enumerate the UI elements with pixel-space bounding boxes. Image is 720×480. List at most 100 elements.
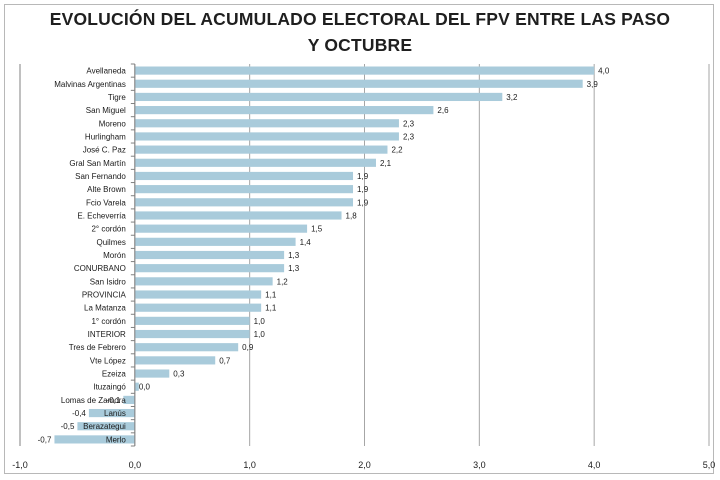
bar <box>134 185 354 194</box>
value-label: 1,9 <box>357 172 369 181</box>
bar <box>134 211 342 220</box>
value-label: 1,3 <box>288 264 300 273</box>
value-label: 1,0 <box>254 330 266 339</box>
x-tick-label: 0,0 <box>129 460 142 470</box>
category-label: PROVINCIA <box>82 291 127 300</box>
category-label: Moreno <box>99 119 127 128</box>
category-label: 1° cordón <box>91 317 125 326</box>
value-label: 0,3 <box>173 370 185 379</box>
value-label: 1,0 <box>254 317 266 326</box>
bar <box>134 329 250 339</box>
value-label: 0,9 <box>242 343 254 352</box>
category-label: Hurlingham <box>85 132 126 141</box>
x-tick-label: 4,0 <box>588 460 601 470</box>
category-label: José C. Paz <box>83 146 126 155</box>
category-label: CONURBANO <box>74 264 126 273</box>
category-label: Tigre <box>108 93 126 102</box>
category-label: San Miguel <box>86 106 126 115</box>
category-label: Berazategui <box>83 422 126 431</box>
x-tick-label: -1,0 <box>12 460 28 470</box>
value-label: 0,0 <box>139 383 151 392</box>
value-label: 3,2 <box>506 93 518 102</box>
bar <box>134 316 250 325</box>
value-label: 1,8 <box>346 211 358 220</box>
bar <box>134 145 388 154</box>
category-label: Lomas de Zamora <box>61 396 126 405</box>
value-labels: 4,03,93,22,62,32,32,22,11,91,91,91,81,51… <box>38 67 610 445</box>
category-label: Quilmes <box>96 238 125 247</box>
value-label: 1,4 <box>300 238 312 247</box>
value-label: 2,6 <box>437 106 449 115</box>
chart-title-line-2: Y OCTUBRE <box>307 35 413 55</box>
x-tick-label: 1,0 <box>243 460 256 470</box>
category-label: San Fernando <box>75 172 126 181</box>
category-labels: Avellaneda Malvinas Argentinas Tigre San Mi… <box>54 67 126 445</box>
category-label: Avellaneda <box>86 67 126 76</box>
value-label: 1,1 <box>265 304 277 313</box>
category-label: INTERIOR <box>88 330 126 339</box>
chart-title-line-1: EVOLUCIÓN DEL ACUMULADO ELECTORAL DEL FP… <box>49 9 671 29</box>
value-label: -0,4 <box>72 409 86 418</box>
bar <box>134 382 139 391</box>
value-label: 0,7 <box>219 356 231 365</box>
bar <box>134 369 170 378</box>
value-label: 2,3 <box>403 132 415 141</box>
value-label: 1,2 <box>277 277 289 286</box>
bar <box>134 158 376 167</box>
bar <box>134 303 262 312</box>
category-label: Tres de Febrero <box>69 343 127 352</box>
bar <box>134 277 273 286</box>
category-label: 2° cordón <box>91 225 125 234</box>
value-label: 4,0 <box>598 67 610 76</box>
category-label: Vte López <box>90 356 126 365</box>
bar <box>134 356 216 365</box>
bar <box>134 237 296 246</box>
value-label: 2,1 <box>380 159 392 168</box>
category-label: E. Echeverría <box>77 211 126 220</box>
bar <box>134 92 503 102</box>
bar <box>77 422 135 431</box>
value-label: 1,9 <box>357 185 369 194</box>
bar <box>134 198 354 207</box>
bar <box>134 290 262 299</box>
bar <box>134 119 399 128</box>
category-label: Merlo <box>106 435 127 444</box>
value-label: 1,1 <box>265 291 277 300</box>
value-label: 1,3 <box>288 251 300 260</box>
bar <box>134 343 239 352</box>
bar <box>134 132 399 141</box>
x-tick-label: 2,0 <box>358 460 371 470</box>
category-label: Gral San Martín <box>69 159 125 168</box>
value-label: -0,1 <box>107 396 121 405</box>
category-label: Malvinas Argentinas <box>54 80 126 89</box>
bar <box>134 250 285 260</box>
value-label: 1,5 <box>311 225 323 234</box>
category-label: Fcio Varela <box>86 198 126 207</box>
category-label: Ituzaingó <box>93 383 126 392</box>
bar <box>134 224 308 233</box>
category-label: Lanús <box>104 409 126 418</box>
value-label: -0,7 <box>38 435 52 444</box>
bar <box>123 395 135 404</box>
value-label: 1,9 <box>357 198 369 207</box>
category-label: Alte Brown <box>87 185 126 194</box>
bar <box>134 66 595 75</box>
value-label: -0,5 <box>61 422 75 431</box>
value-label: 3,9 <box>587 80 599 89</box>
x-tick-label: 3,0 <box>473 460 486 470</box>
category-label: La Matanza <box>84 304 126 313</box>
value-label: 2,3 <box>403 119 415 128</box>
category-label: San Isidro <box>90 277 127 286</box>
bar <box>134 79 583 88</box>
bar <box>134 106 434 115</box>
category-label: Ezeiza <box>102 370 127 379</box>
category-label: Morón <box>103 251 126 260</box>
x-tick-label: 5,0 <box>703 460 716 470</box>
bars <box>54 66 595 444</box>
x-axis: -1,0 0,0 1,0 2,0 3,0 4,0 5,0 <box>12 63 716 470</box>
bar <box>88 408 135 418</box>
bar <box>54 435 135 444</box>
bar <box>134 264 285 273</box>
value-label: 2,2 <box>391 146 403 155</box>
